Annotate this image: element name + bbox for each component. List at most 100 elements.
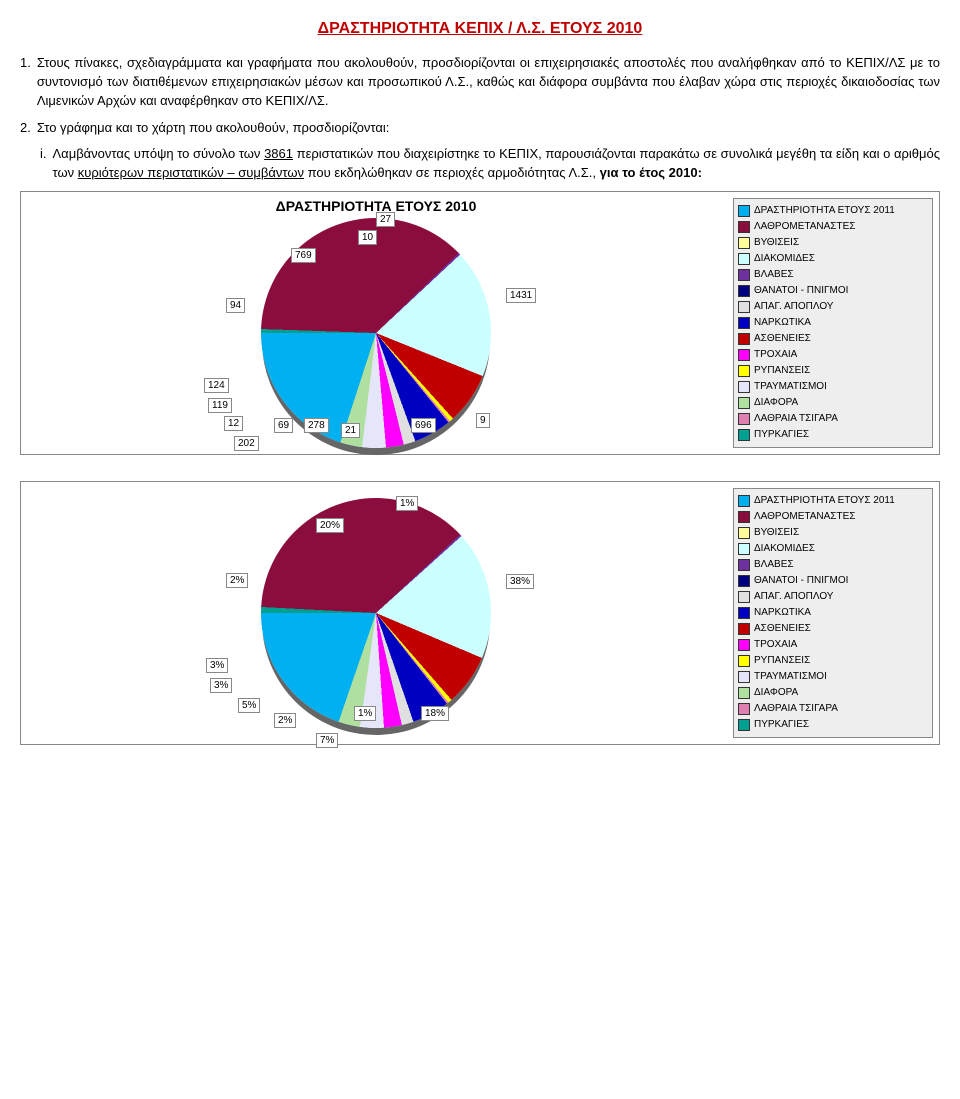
lbl2-1b: 1% — [354, 706, 376, 721]
p3-lead: Λαμβάνοντας υπόψη το σύνολο των — [53, 146, 265, 161]
swatch-icon — [738, 253, 750, 265]
lbl-119: 119 — [208, 398, 232, 413]
swatch-icon — [738, 317, 750, 329]
chart1-box: ΔΡΑΣΤΗΡΙΟΤΗΤΑ ΕΤΟΥΣ 2010 27 10 769 94 14… — [20, 191, 940, 455]
legend-title: ΔΡΑΣΤΗΡΙΟΤΗΤΑ ΕΤΟΥΣ 2011 — [754, 203, 895, 219]
legend-label: ΠΥΡΚΑΓΙΕΣ — [754, 427, 809, 443]
swatch-icon — [738, 607, 750, 619]
swatch-icon — [738, 655, 750, 667]
legend-label: ΠΥΡΚΑΓΙΕΣ — [754, 717, 809, 733]
pie2-wrap: 1% 20% 2% 38% 3% 3% 5% 2% 7% 1% 18% — [186, 488, 566, 738]
lbl2-2a: 2% — [226, 573, 248, 588]
swatch-icon — [738, 703, 750, 715]
legend-label: ΛΑΘΡΑΙΑ ΤΣΙΓΑΡΑ — [754, 701, 838, 717]
legend-label: ΔΙΑΚΟΜΙΔΕΣ — [754, 251, 815, 267]
num-2: 2. — [20, 119, 31, 138]
legend-item: ΛΑΘΡΑΙΑ ΤΣΙΓΑΡΑ — [738, 701, 928, 717]
legend-label: ΔΙΑΦΟΡΑ — [754, 685, 798, 701]
legend-item: ΔΙΑΚΟΜΙΔΕΣ — [738, 541, 928, 557]
swatch-icon — [738, 575, 750, 587]
legend-item: ΡΥΠΑΝΣΕΙΣ — [738, 653, 928, 669]
legend-label: ΤΡΑΥΜΑΤΙΣΜΟΙ — [754, 669, 827, 685]
legend-label: ΤΡΟΧΑΙΑ — [754, 347, 797, 363]
legend-label: ΤΡΟΧΑΙΑ — [754, 637, 797, 653]
legend-item: ΛΑΘΡΟΜΕΤΑΝΑΣΤΕΣ — [738, 509, 928, 525]
lbl-69: 69 — [274, 418, 293, 433]
legend-label: ΑΣΘΕΝΕΙΕΣ — [754, 621, 811, 637]
legend-item: ΤΡΟΧΑΙΑ — [738, 347, 928, 363]
lbl2-1a: 1% — [396, 496, 418, 511]
legend-item: ΠΥΡΚΑΓΙΕΣ — [738, 717, 928, 733]
swatch-icon — [738, 237, 750, 249]
lbl2-18: 18% — [421, 706, 449, 721]
legend-header: ΔΡΑΣΤΗΡΙΟΤΗΤΑ ΕΤΟΥΣ 2011 — [738, 493, 928, 509]
p3-kw2: για το έτος 2010: — [600, 165, 702, 180]
paragraph-3: i. Λαμβάνοντας υπόψη το σύνολο των 3861 … — [40, 145, 940, 183]
text-1: Στους πίνακες, σχεδιαγράμματα και γραφήμ… — [37, 54, 940, 111]
chart2-area: 1% 20% 2% 38% 3% 3% 5% 2% 7% 1% 18% — [27, 488, 725, 738]
swatch-icon — [738, 623, 750, 635]
swatch-icon — [738, 559, 750, 571]
legend-title: ΔΡΑΣΤΗΡΙΟΤΗΤΑ ΕΤΟΥΣ 2011 — [754, 493, 895, 509]
paragraph-1: 1. Στους πίνακες, σχεδιαγράμματα και γρα… — [20, 54, 940, 111]
swatch-icon — [738, 543, 750, 555]
chart1-area: ΔΡΑΣΤΗΡΙΟΤΗΤΑ ΕΤΟΥΣ 2010 27 10 769 94 14… — [27, 198, 725, 448]
p3-count: 3861 — [264, 146, 293, 161]
swatch-icon — [738, 639, 750, 651]
legend-item: ΘΑΝΑΤΟΙ - ΠΝΙΓΜΟΙ — [738, 573, 928, 589]
swatch-icon — [738, 381, 750, 393]
legend-label: ΑΠΑΓ. ΑΠΟΠΛΟΥ — [754, 589, 833, 605]
lbl2-2b: 2% — [274, 713, 296, 728]
legend-item: ΤΡΑΥΜΑΤΙΣΜΟΙ — [738, 669, 928, 685]
lbl-124: 124 — [204, 378, 229, 393]
legend-label: ΤΡΑΥΜΑΤΙΣΜΟΙ — [754, 379, 827, 395]
lbl-10: 10 — [358, 230, 377, 245]
lbl-94: 94 — [226, 298, 245, 313]
lbl2-3a: 3% — [206, 658, 228, 673]
text-2: Στο γράφημα και το χάρτη που ακολουθούν,… — [37, 119, 940, 138]
legend-label: ΝΑΡΚΩΤΙΚΑ — [754, 315, 811, 331]
legend-item: ΝΑΡΚΩΤΙΚΑ — [738, 315, 928, 331]
legend-label: ΒΥΘΙΣΕΙΣ — [754, 235, 799, 251]
swatch-icon — [738, 413, 750, 425]
legend-item: ΑΠΑΓ. ΑΠΟΠΛΟΥ — [738, 299, 928, 315]
legend-label: ΑΣΘΕΝΕΙΕΣ — [754, 331, 811, 347]
legend-label: ΒΛΑΒΕΣ — [754, 557, 794, 573]
legend-item: ΑΠΑΓ. ΑΠΟΠΛΟΥ — [738, 589, 928, 605]
swatch-icon — [738, 365, 750, 377]
legend-item: ΤΡΟΧΑΙΑ — [738, 637, 928, 653]
chart1-legend: ΔΡΑΣΤΗΡΙΟΤΗΤΑ ΕΤΟΥΣ 2011ΛΑΘΡΟΜΕΤΑΝΑΣΤΕΣΒ… — [733, 198, 933, 448]
swatch-icon — [738, 269, 750, 281]
chart2-box: 1% 20% 2% 38% 3% 3% 5% 2% 7% 1% 18% ΔΡΑΣ… — [20, 481, 940, 745]
swatch-icon — [738, 495, 750, 507]
lbl2-3b: 3% — [210, 678, 232, 693]
legend-item: ΤΡΑΥΜΑΤΙΣΜΟΙ — [738, 379, 928, 395]
legend-item: ΠΥΡΚΑΓΙΕΣ — [738, 427, 928, 443]
legend-label: ΒΛΑΒΕΣ — [754, 267, 794, 283]
legend-item: ΒΛΑΒΕΣ — [738, 267, 928, 283]
swatch-icon — [738, 719, 750, 731]
legend-header: ΔΡΑΣΤΗΡΙΟΤΗΤΑ ΕΤΟΥΣ 2011 — [738, 203, 928, 219]
lbl-12: 12 — [224, 416, 243, 431]
lbl2-38: 38% — [506, 574, 534, 589]
swatch-icon — [738, 511, 750, 523]
p3-mid2: που εκδηλώθηκαν σε περιοχές αρμοδιότητας… — [304, 165, 600, 180]
swatch-icon — [738, 671, 750, 683]
legend-item: ΡΥΠΑΝΣΕΙΣ — [738, 363, 928, 379]
legend-item: ΒΥΘΙΣΕΙΣ — [738, 235, 928, 251]
pie2 — [261, 498, 491, 728]
legend-item: ΔΙΑΚΟΜΙΔΕΣ — [738, 251, 928, 267]
legend-item: ΒΛΑΒΕΣ — [738, 557, 928, 573]
page-title: ΔΡΑΣΤΗΡΙΟΤΗΤΑ ΚΕΠΙΧ / Λ.Σ. ΕΤΟΥΣ 2010 — [20, 20, 940, 38]
legend-label: ΔΙΑΦΟΡΑ — [754, 395, 798, 411]
lbl2-20: 20% — [316, 518, 344, 533]
legend-label: ΡΥΠΑΝΣΕΙΣ — [754, 653, 810, 669]
lbl-696: 696 — [411, 418, 436, 433]
lbl2-5: 5% — [238, 698, 260, 713]
swatch-icon — [738, 285, 750, 297]
lbl-1431: 1431 — [506, 288, 536, 303]
pie1-wrap: 27 10 769 94 1431 124 119 12 202 69 278 … — [186, 218, 566, 448]
chart2-legend: ΔΡΑΣΤΗΡΙΟΤΗΤΑ ΕΤΟΥΣ 2011ΛΑΘΡΟΜΕΤΑΝΑΣΤΕΣ Β… — [733, 488, 933, 738]
swatch-icon — [738, 333, 750, 345]
legend-label: ΛΑΘΡΑΙΑ ΤΣΙΓΑΡΑ — [754, 411, 838, 427]
